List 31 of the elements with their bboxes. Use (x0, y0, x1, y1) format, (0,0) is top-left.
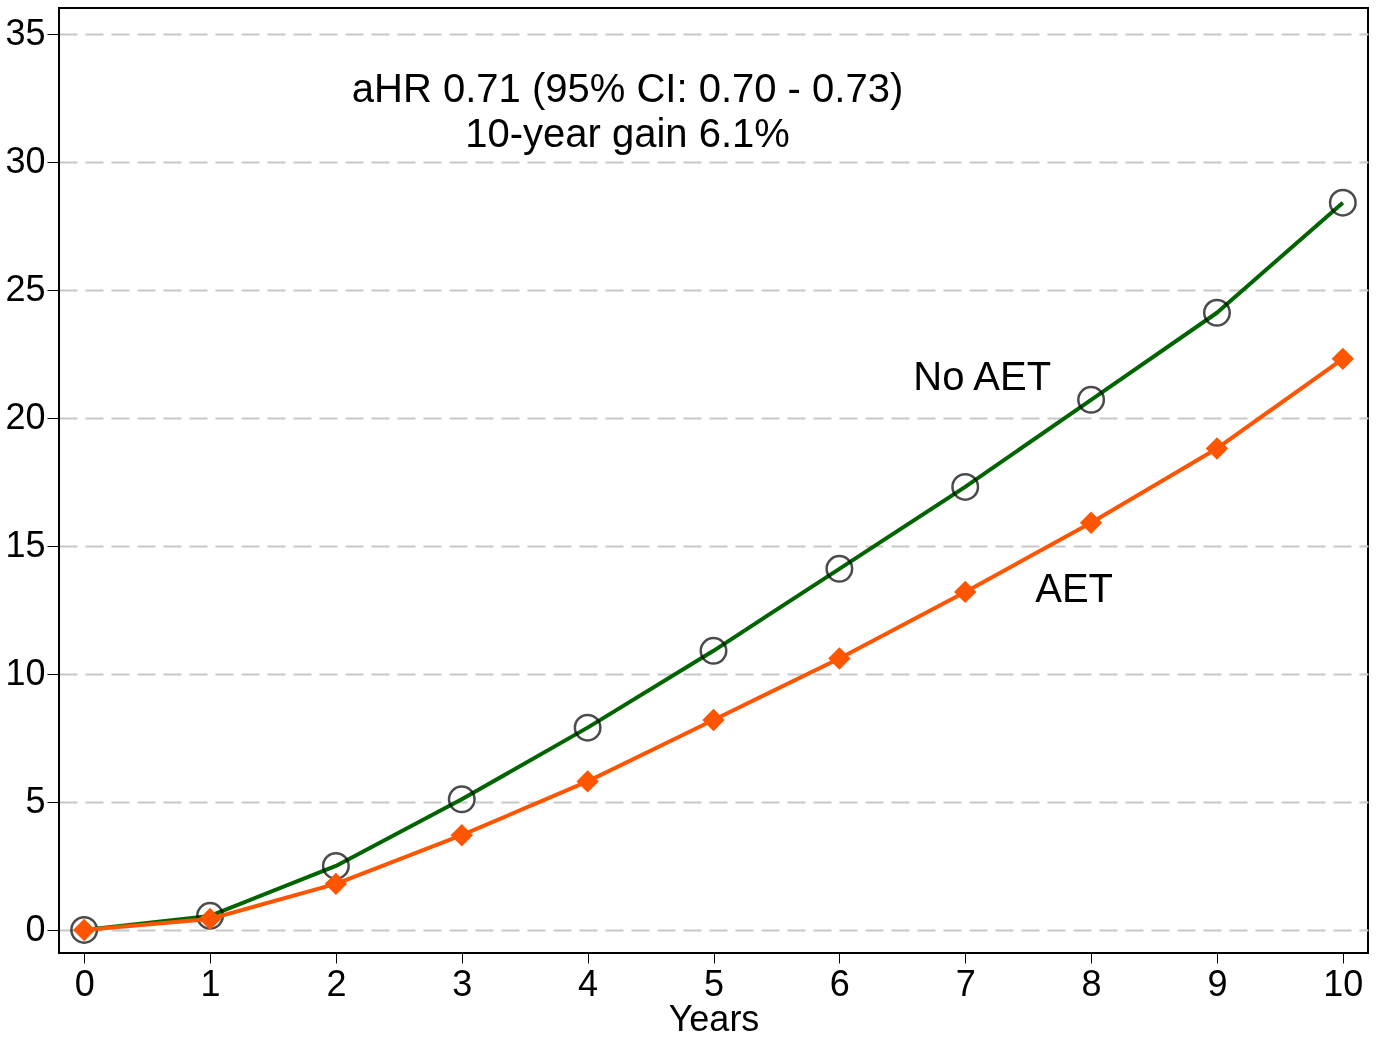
y-tick-label: 30 (5, 140, 46, 182)
point (828, 647, 851, 670)
y-tick-label: 15 (5, 524, 46, 566)
y-tick-label: 25 (5, 268, 46, 310)
point (1331, 347, 1355, 371)
y-tick-label: 0 (25, 908, 46, 950)
x-tick-label: 1 (200, 962, 221, 1004)
x-tick-label: 6 (829, 962, 850, 1004)
series-label: AET (1035, 565, 1114, 610)
series-label: No AET (913, 353, 1052, 398)
point (954, 580, 977, 604)
point (1205, 437, 1229, 460)
y-tick-label: 35 (5, 12, 46, 54)
x-tick-label: 4 (578, 962, 599, 1004)
y-tick-label: 20 (5, 396, 46, 438)
y-tick-label: 10 (5, 652, 46, 694)
point (702, 708, 725, 732)
point (1079, 511, 1103, 534)
annotation: aHR 0.71 (95% CI: 0.70 - 0.73) (351, 66, 904, 110)
point (324, 872, 348, 896)
annotation: 10-year gain 6.1% (465, 111, 790, 155)
x-tick-label: 3 (452, 962, 473, 1004)
x-tick-label: 8 (1081, 962, 1102, 1004)
point (450, 824, 473, 847)
y-tick-label: 5 (25, 780, 46, 822)
x-tick-label: 0 (74, 962, 95, 1004)
x-tick-label: 9 (1207, 962, 1228, 1004)
point (576, 770, 599, 793)
x-tick-label: 2 (326, 962, 347, 1004)
x-tick-label: 10 (1323, 962, 1364, 1004)
x-tick-label: 7 (955, 962, 976, 1004)
